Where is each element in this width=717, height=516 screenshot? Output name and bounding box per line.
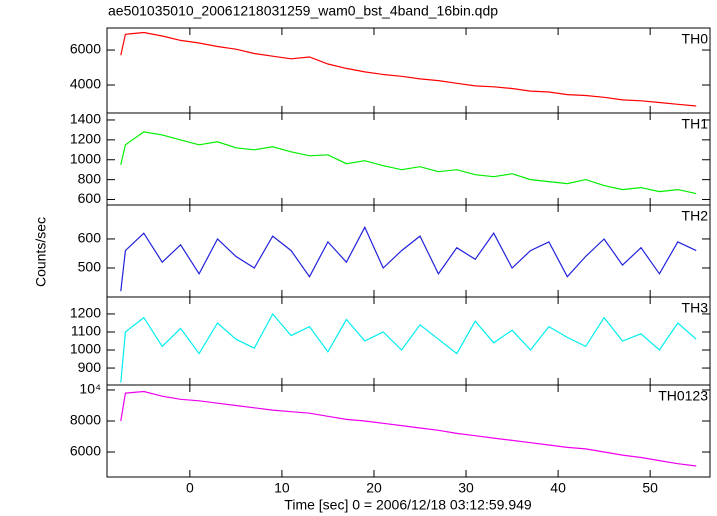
x-tick-label: 40 xyxy=(550,480,566,496)
x-tick-label: 30 xyxy=(458,480,474,496)
y-tick-label: 1000 xyxy=(70,341,101,357)
y-tick-label: 10⁴ xyxy=(79,381,101,397)
y-tick-label: 1100 xyxy=(71,323,101,339)
x-tick-label: 50 xyxy=(642,480,658,496)
y-tick-label: 1400 xyxy=(70,111,101,127)
x-tick-label: 20 xyxy=(366,480,382,496)
data-line xyxy=(120,225,697,292)
y-tick-label: 600 xyxy=(78,190,102,206)
x-axis-label: Time [sec] 0 = 2006/12/18 03:12:59.949 xyxy=(284,497,532,513)
series-label: TH2 xyxy=(682,208,709,224)
data-line xyxy=(120,31,697,107)
y-tick-label: 1200 xyxy=(70,131,101,147)
y-tick-label: 8000 xyxy=(70,412,101,428)
y-tick-label: 600 xyxy=(78,230,102,246)
y-tick-label: 1200 xyxy=(70,305,101,321)
panel-frame xyxy=(106,112,711,206)
panel-frame xyxy=(106,384,711,478)
chart-title: ae501035010_20061218031259_wam0_bst_4ban… xyxy=(108,3,498,19)
y-tick-label: 6000 xyxy=(70,443,101,459)
y-tick-label: 900 xyxy=(78,359,102,375)
data-line xyxy=(120,312,697,383)
y-axis-label: Counts/sec xyxy=(33,217,49,287)
x-tick-label: 0 xyxy=(186,480,194,496)
series-label: TH0 xyxy=(682,31,709,47)
series-label: TH0123 xyxy=(658,388,708,404)
data-line xyxy=(120,390,697,467)
y-tick-label: 4000 xyxy=(70,76,101,92)
y-tick-label: 6000 xyxy=(70,41,101,57)
y-tick-label: 800 xyxy=(78,170,102,186)
series-label: TH3 xyxy=(682,300,709,316)
panel-frame xyxy=(106,27,711,114)
y-tick-label: 1000 xyxy=(70,150,101,166)
data-line xyxy=(120,131,697,195)
y-tick-label: 500 xyxy=(78,259,102,275)
x-tick-label: 10 xyxy=(274,480,290,496)
series-label: TH1 xyxy=(682,116,709,132)
panel-frame xyxy=(106,204,711,298)
